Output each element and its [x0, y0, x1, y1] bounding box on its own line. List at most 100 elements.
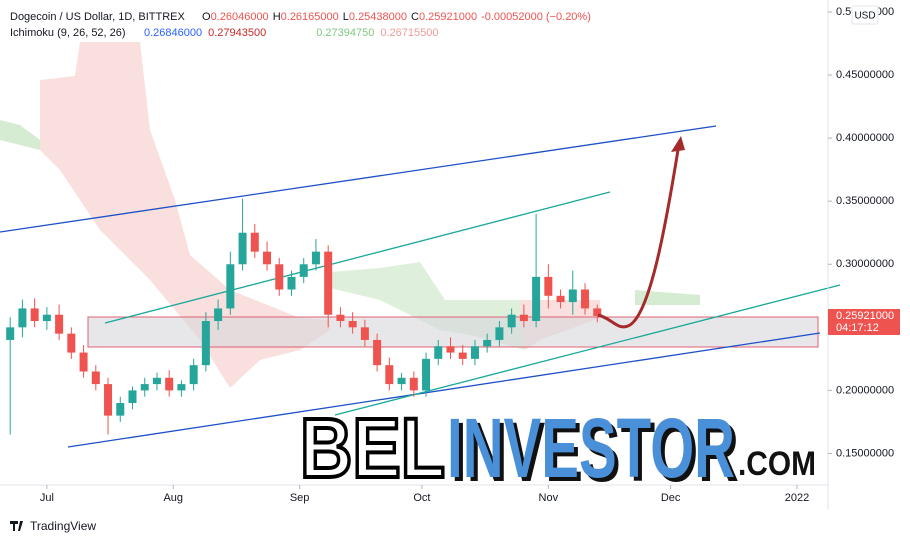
candle-body	[263, 251, 272, 265]
trend-line	[67, 332, 821, 448]
candle-body	[226, 264, 235, 309]
candle-body	[177, 384, 186, 391]
candle-body	[385, 365, 394, 385]
x-tick-label: Jul	[40, 492, 54, 504]
ohlc-key: C	[411, 11, 419, 23]
candle-body	[165, 377, 174, 391]
candle-body	[6, 327, 15, 340]
y-tick-label: 0.30000000	[836, 258, 894, 270]
cloud-bullish	[635, 290, 700, 305]
candle-body	[91, 371, 100, 385]
candle-body	[446, 346, 455, 353]
candle-body	[519, 314, 528, 322]
x-tick-label: Nov	[539, 492, 559, 504]
trend-line	[104, 191, 611, 324]
change: -0.00052000 (−0.20%)	[481, 11, 591, 23]
watermark-text: INVESTOR	[447, 401, 735, 495]
candle-body	[556, 295, 565, 303]
y-tick-label: 0.20000000	[836, 384, 894, 396]
ohlc-key: O	[202, 11, 211, 23]
trend-line	[334, 284, 841, 416]
arrow-head	[671, 136, 685, 152]
candle-body	[348, 321, 357, 328]
x-tick-label: 2022	[785, 492, 809, 504]
x-tick-label: Oct	[413, 492, 430, 504]
currency: USD	[854, 11, 875, 22]
watermark: BEL INVESTOR INVESTOR .COM	[298, 399, 816, 499]
candle-body	[360, 327, 369, 340]
candle-body	[189, 365, 198, 385]
cloud-bearish	[40, 42, 330, 388]
currency-badge	[851, 5, 879, 25]
candle-body	[152, 377, 161, 385]
price-axis: 0.15000000 0.20000000 0.30000000 0.35000000…	[828, 6, 894, 459]
candle-body	[299, 264, 308, 277]
candle-body	[409, 377, 418, 391]
candle-body	[373, 339, 382, 366]
candle-body	[214, 308, 223, 322]
candle-body	[140, 384, 149, 391]
brand-logo	[10, 521, 23, 531]
candle-body	[544, 276, 553, 296]
last-price: 0.25921000	[836, 310, 894, 322]
indicator-name: Ichimoku (9, 26, 52, 26)	[10, 27, 126, 39]
candles	[6, 198, 602, 435]
candle-body	[495, 327, 504, 340]
x-tick-label: Aug	[163, 492, 183, 504]
candle-body	[287, 276, 296, 290]
brand: TradingView	[10, 519, 96, 533]
candle-body	[324, 251, 333, 315]
candle-body	[67, 333, 76, 353]
ohlc-value: 0.26165000	[281, 11, 339, 23]
indicator-values: 0.26846000 0.27943500 0.27394750 0.26715500	[144, 27, 439, 39]
candle-body	[568, 289, 577, 303]
indicator-value: 0.26846000	[144, 27, 202, 39]
candle-body	[128, 390, 137, 404]
watermark-shadow: INVESTOR	[451, 405, 739, 499]
y-tick-label: 0.45000000	[836, 69, 894, 81]
ohlc-value: 0.25921000	[419, 11, 477, 23]
candle-body	[470, 346, 479, 359]
candle-body	[201, 321, 210, 366]
candle-body	[311, 251, 320, 265]
candle-body	[581, 289, 590, 309]
candle-body	[79, 352, 88, 372]
watermark-text: BEL	[300, 401, 445, 495]
x-tick-label: Sep	[290, 492, 310, 504]
candle-body	[532, 276, 541, 322]
cloud-bullish	[0, 120, 40, 150]
brand-name: TradingView	[30, 519, 96, 533]
candle-body	[42, 314, 51, 322]
y-tick-label: 0.35000000	[836, 195, 894, 207]
candle-body	[336, 314, 345, 322]
ohlc-value: 0.25438000	[349, 11, 407, 23]
candle-body	[55, 314, 64, 334]
candle-body	[434, 346, 443, 359]
candle-body	[116, 403, 125, 416]
legend: Dogecoin / US Dollar, 1D, BITTREX O0.260…	[10, 11, 591, 39]
candle-body	[238, 232, 247, 265]
ohlc-key: H	[273, 11, 281, 23]
trend-line	[0, 125, 717, 233]
watermark-text: .COM	[738, 445, 816, 483]
y-tick-label: 0.40000000	[836, 132, 894, 144]
time-axis: Jul Aug Sep Oct Nov Dec 2022	[40, 485, 809, 504]
ohlc: O0.26046000 H0.26165000 L0.25438000 C0.2592…	[202, 11, 591, 23]
candle-body	[507, 314, 516, 328]
candle-body	[422, 358, 431, 391]
candle-body	[250, 232, 259, 252]
candle-body	[483, 339, 492, 347]
indicator-value: 0.26715500	[380, 27, 438, 39]
ohlc-key: L	[343, 11, 349, 23]
symbol-title: Dogecoin / US Dollar, 1D, BITTREX	[10, 11, 186, 23]
indicator-value: 0.27394750	[316, 27, 374, 39]
candle-body	[275, 264, 284, 290]
candle-body	[397, 377, 406, 385]
forecast-arrow	[597, 149, 680, 329]
price-tag	[828, 309, 900, 335]
candle-body	[18, 308, 27, 328]
indicator-value: 0.27943500	[208, 27, 266, 39]
countdown: 04:17:12	[836, 322, 879, 334]
candle-body	[104, 384, 113, 416]
